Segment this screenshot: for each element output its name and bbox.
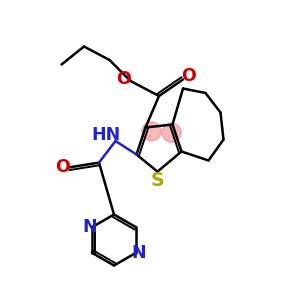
Text: N: N [131, 244, 146, 262]
Text: O: O [182, 67, 196, 85]
Text: O: O [116, 70, 131, 88]
Circle shape [162, 123, 181, 142]
Circle shape [142, 122, 161, 141]
Text: HN: HN [91, 126, 121, 144]
Text: N: N [82, 218, 97, 236]
Text: S: S [151, 170, 164, 190]
Text: O: O [55, 158, 70, 176]
